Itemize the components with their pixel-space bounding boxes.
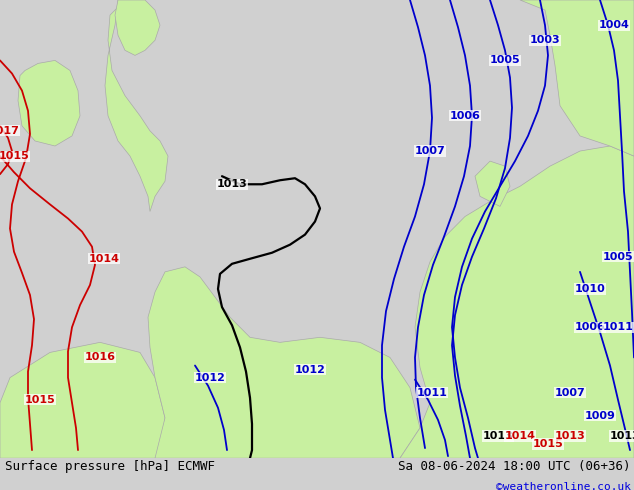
Text: 1015: 1015	[533, 439, 564, 449]
Text: 1005: 1005	[603, 252, 633, 262]
Text: Sa 08-06-2024 18:00 UTC (06+36): Sa 08-06-2024 18:00 UTC (06+36)	[398, 460, 631, 473]
Text: 1011: 1011	[417, 388, 448, 398]
Text: 1013: 1013	[482, 431, 514, 441]
Text: 1012: 1012	[195, 372, 226, 383]
Text: 1013: 1013	[610, 431, 634, 441]
Text: 1009: 1009	[585, 411, 616, 421]
Text: 1006: 1006	[450, 111, 481, 121]
Text: 1017: 1017	[0, 126, 20, 136]
Text: 1015: 1015	[25, 395, 55, 405]
Text: 1003: 1003	[529, 35, 560, 45]
Polygon shape	[115, 0, 160, 55]
Text: 1015: 1015	[0, 151, 29, 161]
Text: Surface pressure [hPa] ECMWF: Surface pressure [hPa] ECMWF	[5, 460, 215, 473]
Text: 1013: 1013	[555, 431, 585, 441]
Text: 1013: 1013	[217, 179, 247, 189]
Text: 1016: 1016	[84, 352, 115, 363]
Polygon shape	[520, 0, 634, 156]
Text: 1014: 1014	[505, 431, 536, 441]
Polygon shape	[0, 343, 165, 458]
Text: 1010: 1010	[574, 284, 605, 294]
Polygon shape	[18, 60, 80, 146]
Text: 1014: 1014	[89, 254, 119, 264]
Text: 1012: 1012	[295, 365, 325, 374]
Text: 1005: 1005	[489, 55, 521, 66]
Text: 1007: 1007	[415, 146, 445, 156]
Polygon shape	[105, 0, 168, 212]
Polygon shape	[400, 146, 634, 458]
Text: 1011: 1011	[602, 322, 633, 332]
Polygon shape	[148, 267, 420, 458]
Text: 1007: 1007	[555, 388, 585, 398]
Text: ©weatheronline.co.uk: ©weatheronline.co.uk	[496, 482, 631, 490]
Text: 1004: 1004	[598, 20, 630, 30]
Polygon shape	[475, 161, 510, 206]
Text: 1006: 1006	[574, 322, 605, 332]
